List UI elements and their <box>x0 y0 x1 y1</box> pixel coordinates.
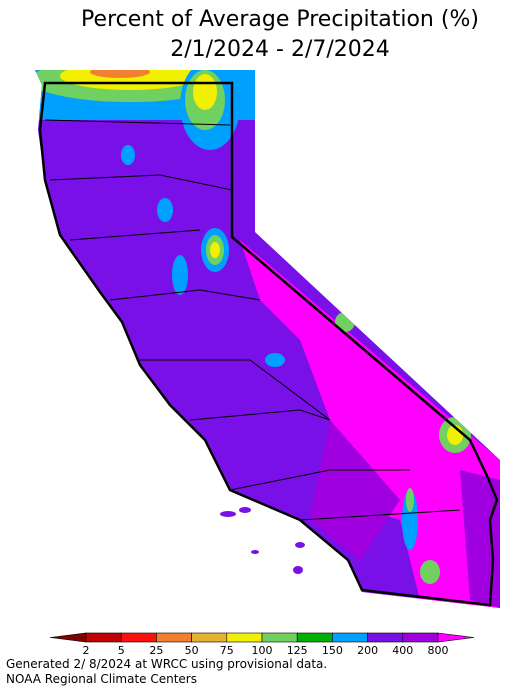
subtitle: 2/1/2024 - 2/7/2024 <box>170 37 390 62</box>
legend-tick-label: 50 <box>185 644 199 657</box>
legend-tick-label: 100 <box>252 644 273 657</box>
legend-swatch <box>191 632 228 643</box>
legend-swatch <box>261 632 298 643</box>
legend-tick-label: 25 <box>149 644 163 657</box>
precip-map <box>35 70 500 608</box>
legend-tick-label: 400 <box>392 644 413 657</box>
legend-tick-label: 200 <box>357 644 378 657</box>
legend-swatch <box>120 632 157 643</box>
legend-swatch <box>437 632 475 643</box>
county-lines <box>44 119 461 521</box>
legend-swatch <box>49 632 87 643</box>
legend-swatch <box>367 632 404 643</box>
legend-swatch <box>85 632 122 643</box>
legend-swatch <box>156 632 192 643</box>
islands <box>220 507 305 574</box>
title: Percent of Average Precipitation (%) <box>81 7 479 32</box>
legend-tick-label: 800 <box>428 644 449 657</box>
legend-swatch <box>296 632 333 643</box>
legend-tick-label: 2 <box>83 644 90 657</box>
footer-line: NOAA Regional Climate Centers <box>6 672 197 686</box>
legend-tick-label: 125 <box>287 644 308 657</box>
legend-swatch <box>402 632 439 643</box>
footer-line: Generated 2/ 8/2024 at WRCC using provis… <box>6 657 327 671</box>
legend-tick-label: 75 <box>220 644 234 657</box>
legend-tick-label: 5 <box>118 644 125 657</box>
legend-swatch <box>332 632 368 643</box>
legend-swatch <box>226 632 263 643</box>
legend-tick-label: 150 <box>322 644 343 657</box>
color-legend: 2 5 25 50 75 100 125 150 200 400 800 <box>49 632 475 657</box>
state-border <box>38 81 499 607</box>
precip-field <box>35 70 500 608</box>
